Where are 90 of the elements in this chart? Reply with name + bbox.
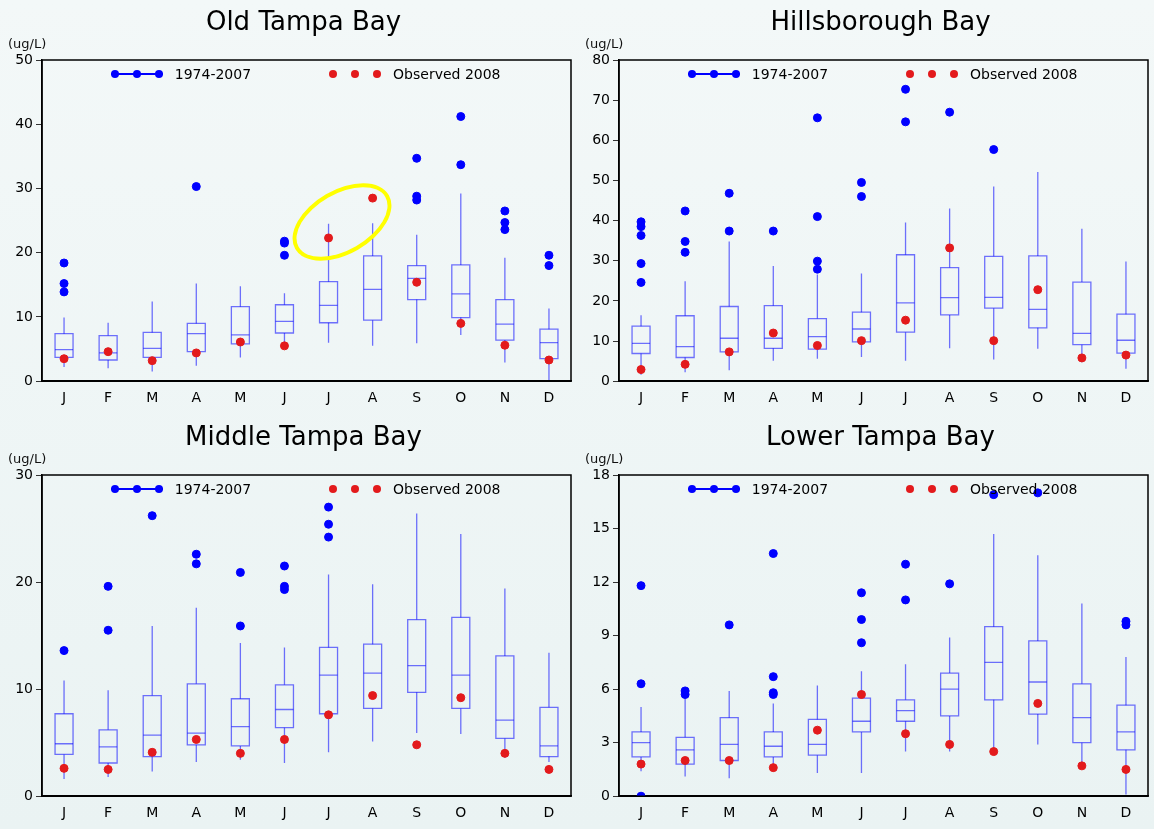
- legend-label: Observed 2008: [970, 66, 1078, 82]
- y-axis-title: (ug/L): [8, 36, 47, 51]
- x-tick-label: J: [637, 804, 644, 821]
- y-tick-label: 0: [601, 786, 610, 803]
- y-tick-label: 30: [592, 251, 610, 268]
- x-tick-label: A: [191, 804, 202, 821]
- y-tick-label: 50: [15, 50, 33, 67]
- y-tick-label: 6: [601, 679, 611, 696]
- x-tick-label: J: [858, 389, 864, 406]
- x-tick-label: F: [681, 804, 690, 821]
- x-tick-label: M: [811, 389, 824, 406]
- y-tick-label: 20: [15, 572, 33, 589]
- y-tick-label: 20: [15, 243, 33, 260]
- y-tick-label: 30: [15, 179, 33, 196]
- x-tick-label: D: [543, 389, 555, 406]
- y-tick-label: 10: [592, 331, 610, 348]
- x-tick-label: A: [944, 804, 955, 821]
- x-tick-label: J: [902, 804, 908, 821]
- y-tick-label: 9: [601, 626, 610, 643]
- x-tick-label: A: [768, 804, 779, 821]
- x-tick-label: N: [499, 389, 511, 406]
- x-tick-label: O: [455, 389, 467, 406]
- y-tick-label: 10: [15, 679, 33, 696]
- y-tick-label: 12: [592, 572, 610, 589]
- x-tick-label: J: [637, 389, 644, 406]
- x-tick-label: J: [60, 804, 67, 821]
- x-tick-label: M: [811, 804, 824, 821]
- x-tick-label: O: [455, 804, 467, 821]
- y-tick-label: 10: [15, 307, 33, 324]
- x-tick-label: M: [234, 804, 247, 821]
- x-tick-label: A: [367, 389, 378, 406]
- x-tick-label: A: [191, 389, 202, 406]
- y-tick-label: 50: [592, 171, 610, 188]
- y-tick-label: 0: [24, 371, 33, 388]
- chart-title: Hillsborough Bay: [769, 6, 992, 36]
- x-tick-label: O: [1032, 389, 1044, 406]
- x-tick-label: D: [543, 804, 555, 821]
- x-tick-label: S: [412, 389, 422, 406]
- x-tick-label: M: [234, 389, 247, 406]
- x-tick-label: N: [1076, 389, 1088, 406]
- legend-label: 1974-2007: [751, 66, 829, 82]
- legend-label: Observed 2008: [393, 481, 501, 497]
- y-axis-title: (ug/L): [8, 451, 47, 466]
- x-tick-label: S: [989, 804, 999, 821]
- legend-label: 1974-2007: [751, 481, 829, 497]
- x-tick-label: A: [944, 389, 955, 406]
- x-tick-label: F: [104, 804, 113, 821]
- x-tick-label: M: [146, 804, 159, 821]
- x-tick-label: J: [325, 804, 331, 821]
- legend-label: 1974-2007: [174, 481, 252, 497]
- x-tick-label: J: [281, 389, 287, 406]
- y-tick-label: 0: [24, 786, 33, 803]
- x-tick-label: F: [104, 389, 113, 406]
- y-tick-label: 15: [592, 519, 610, 536]
- y-tick-label: 20: [592, 291, 610, 308]
- x-tick-label: M: [723, 389, 736, 406]
- x-tick-label: J: [281, 804, 287, 821]
- x-tick-label: S: [989, 389, 999, 406]
- x-tick-label: N: [1076, 804, 1088, 821]
- y-axis-title: (ug/L): [585, 451, 624, 466]
- x-tick-label: O: [1032, 804, 1044, 821]
- x-tick-label: D: [1120, 389, 1132, 406]
- x-tick-label: J: [325, 389, 331, 406]
- legend-label: Observed 2008: [970, 481, 1078, 497]
- x-tick-label: D: [1120, 804, 1132, 821]
- y-tick-label: 80: [592, 50, 610, 67]
- legend-label: Observed 2008: [393, 66, 501, 82]
- x-tick-label: N: [499, 804, 511, 821]
- y-tick-label: 40: [15, 114, 33, 131]
- chart-title: Old Tampa Bay: [204, 6, 403, 36]
- y-tick-label: 60: [592, 130, 610, 147]
- y-tick-label: 30: [15, 465, 33, 482]
- x-tick-label: A: [768, 389, 779, 406]
- x-tick-label: S: [412, 804, 422, 821]
- x-tick-label: F: [681, 389, 690, 406]
- x-tick-label: J: [60, 389, 67, 406]
- chart-title: Lower Tampa Bay: [765, 421, 996, 451]
- y-tick-label: 0: [601, 371, 610, 388]
- y-tick-label: 40: [592, 211, 610, 228]
- x-tick-label: J: [858, 804, 864, 821]
- y-tick-label: 70: [592, 90, 610, 107]
- y-axis-title: (ug/L): [585, 36, 624, 51]
- chart-title: Middle Tampa Bay: [184, 421, 423, 451]
- x-tick-label: M: [723, 804, 736, 821]
- y-tick-label: 3: [601, 733, 610, 750]
- y-tick-label: 18: [592, 465, 610, 482]
- x-tick-label: J: [902, 389, 908, 406]
- x-tick-label: A: [367, 804, 378, 821]
- x-tick-label: M: [146, 389, 159, 406]
- legend-label: 1974-2007: [174, 66, 252, 82]
